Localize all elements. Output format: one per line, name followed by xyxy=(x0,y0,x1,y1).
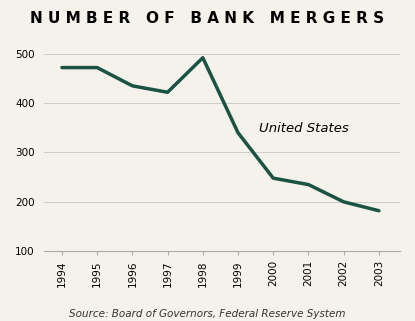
Text: United States: United States xyxy=(259,122,349,135)
Text: N U M B E R   O F   B A N K   M E R G E R S: N U M B E R O F B A N K M E R G E R S xyxy=(30,11,385,26)
Text: Source: Board of Governors, Federal Reserve System: Source: Board of Governors, Federal Rese… xyxy=(69,309,346,319)
